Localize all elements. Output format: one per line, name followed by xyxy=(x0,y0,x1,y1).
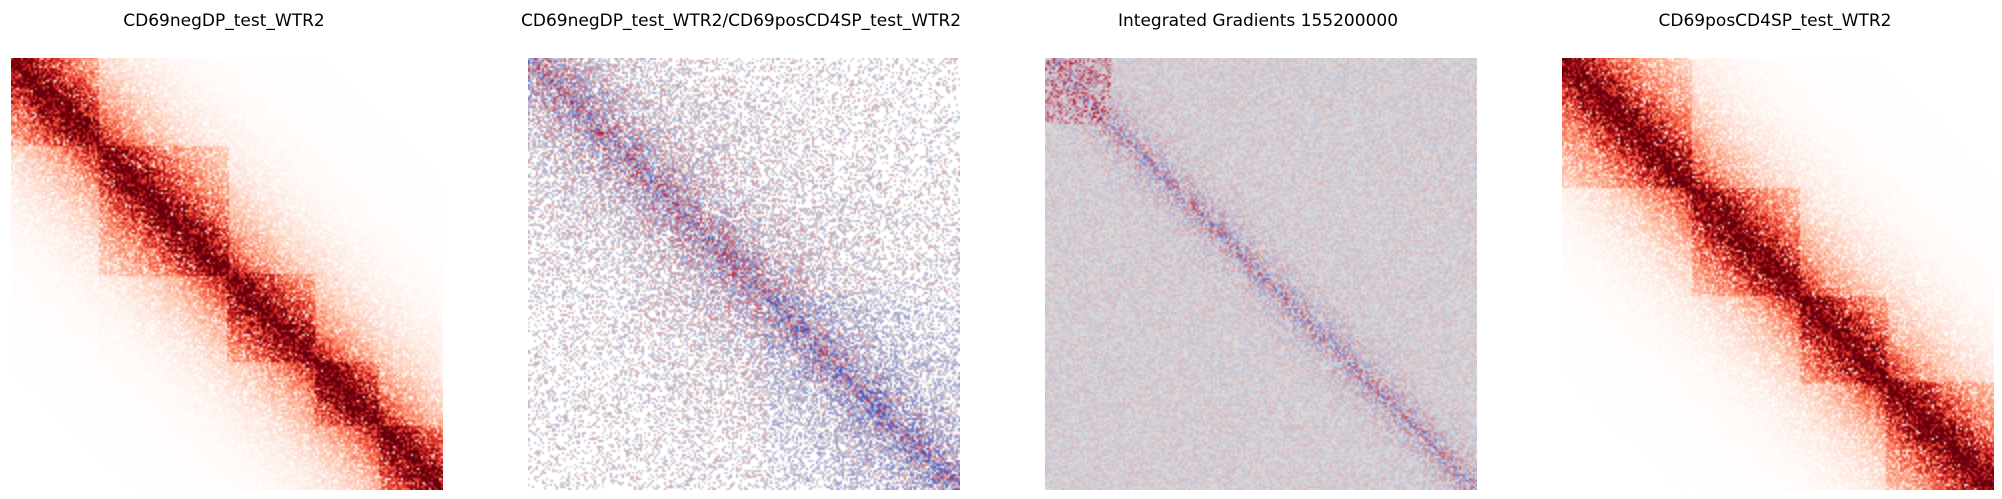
heatmap-panel-3: Integrated Gradients 155200000 xyxy=(1038,0,1478,499)
chart-title: CD69negDP_test_WTR2/CD69posCD4SP_test_WT… xyxy=(521,11,962,31)
chart-title: Integrated Gradients 155200000 xyxy=(1117,11,1399,31)
heatmap-canvas xyxy=(1562,58,1994,490)
heatmap-panel-1: CD69negDP_test_WTR2 xyxy=(4,0,444,499)
heatmap-panel-2: CD69negDP_test_WTR2/CD69posCD4SP_test_WT… xyxy=(521,0,961,499)
heatmap-canvas xyxy=(1045,58,1477,490)
chart-title: CD69negDP_test_WTR2 xyxy=(123,11,325,31)
heatmap-panel-4: CD69posCD4SP_test_WTR2 xyxy=(1555,0,1995,499)
heatmap-canvas xyxy=(528,58,960,490)
chart-title: CD69posCD4SP_test_WTR2 xyxy=(1658,11,1892,31)
heatmap-canvas xyxy=(11,58,443,490)
